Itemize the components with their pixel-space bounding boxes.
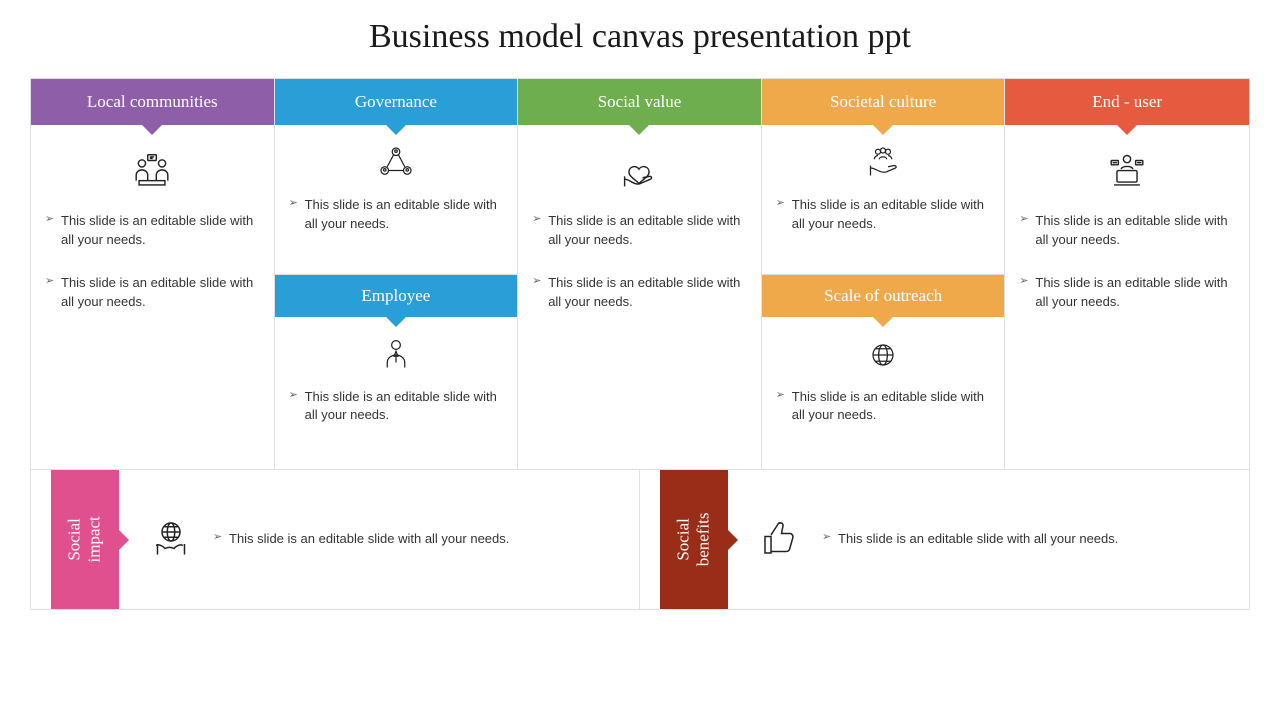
top-row: Local communities This slide is an editab… bbox=[31, 79, 1249, 469]
column-3: Societal culture This slide is an editabl… bbox=[762, 79, 1006, 469]
network-icon bbox=[289, 143, 504, 186]
header-red: End - user bbox=[1005, 79, 1249, 125]
laptop-user-icon bbox=[1019, 149, 1235, 198]
bottom-cell-0: Socialimpact This slide is an editable sl… bbox=[31, 470, 640, 609]
vheader-pink: Socialimpact bbox=[51, 470, 119, 609]
group-hand-icon bbox=[776, 143, 991, 186]
heart-hand-icon bbox=[532, 149, 747, 198]
bullet: This slide is an editable slide with all… bbox=[213, 530, 509, 549]
bullet: This slide is an editable slide with all… bbox=[289, 196, 504, 234]
column-1: Governance This slide is an editable slid… bbox=[275, 79, 519, 469]
bullet: This slide is an editable slide with all… bbox=[1019, 212, 1235, 250]
globe-hands-icon bbox=[147, 514, 195, 565]
bullet: This slide is an editable slide with all… bbox=[532, 274, 747, 312]
header-purple: Local communities bbox=[31, 79, 274, 125]
person-icon bbox=[289, 335, 504, 378]
header-blue: Governance bbox=[275, 79, 518, 125]
column-4: End - user This slide is an editable slid… bbox=[1005, 79, 1249, 469]
page-title: Business model canvas presentation ppt bbox=[30, 18, 1250, 56]
bottom-cell-1: Socialbenefits This slide is an editable … bbox=[640, 470, 1249, 609]
bullet: This slide is an editable slide with all… bbox=[776, 388, 991, 426]
bullet: This slide is an editable slide with all… bbox=[776, 196, 991, 234]
bullet: This slide is an editable slide with all… bbox=[822, 530, 1118, 549]
header-orange: Societal culture bbox=[762, 79, 1005, 125]
column-2: Social value This slide is an editable sl… bbox=[518, 79, 762, 469]
bullet: This slide is an editable slide with all… bbox=[532, 212, 747, 250]
meeting-icon bbox=[45, 149, 260, 198]
bullet: This slide is an editable slide with all… bbox=[45, 274, 260, 312]
bottom-row: Socialimpact This slide is an editable sl… bbox=[31, 469, 1249, 609]
header-green: Social value bbox=[518, 79, 761, 125]
header-Employee: Employee bbox=[275, 275, 518, 317]
bullet: This slide is an editable slide with all… bbox=[1019, 274, 1235, 312]
header-Scale of outreach: Scale of outreach bbox=[762, 275, 1005, 317]
bullet: This slide is an editable slide with all… bbox=[45, 212, 260, 250]
column-0: Local communities This slide is an editab… bbox=[31, 79, 275, 469]
canvas: Local communities This slide is an editab… bbox=[30, 78, 1250, 610]
globe-icon bbox=[776, 335, 991, 378]
thumbs-up-icon bbox=[756, 514, 804, 565]
vheader-brown: Socialbenefits bbox=[660, 470, 728, 609]
bullet: This slide is an editable slide with all… bbox=[289, 388, 504, 426]
